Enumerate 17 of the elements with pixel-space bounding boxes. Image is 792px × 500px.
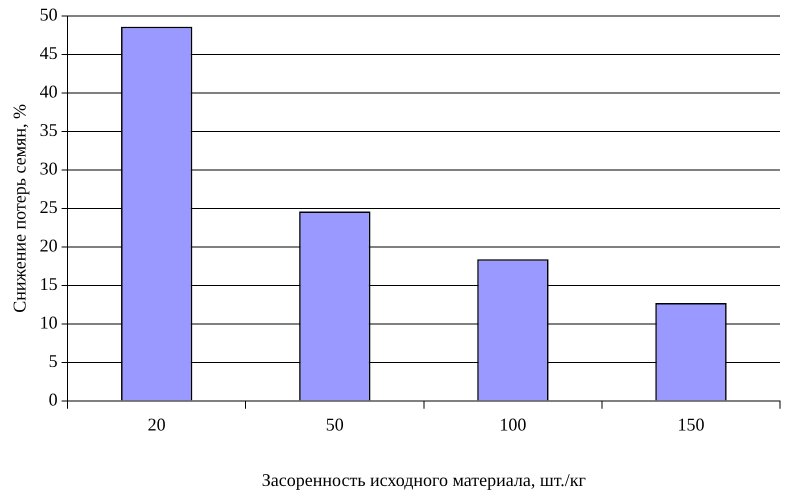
y-tick-label: 0: [48, 390, 58, 410]
x-axis-title: Засоренность исходного материала, шт./кг: [262, 470, 586, 490]
y-tick-label: 50: [40, 4, 58, 25]
y-tick-label: 5: [48, 351, 58, 372]
y-tick-label: 15: [40, 274, 58, 294]
y-tick-label: 30: [40, 158, 58, 179]
y-tick-label: 10: [40, 312, 58, 333]
y-tick-label: 45: [40, 43, 58, 64]
x-tick-label: 100: [499, 414, 526, 434]
y-tick-label: 40: [40, 82, 58, 102]
y-tick-label: 35: [40, 120, 58, 140]
y-tick-label: 20: [40, 236, 58, 256]
y-tick-label: 25: [40, 197, 58, 218]
y-axis-title: Снижение потерь семян, %: [10, 104, 30, 313]
x-tick-label: 20: [148, 414, 166, 434]
x-tick-label: 50: [326, 414, 344, 434]
x-tick-label: 150: [677, 414, 704, 434]
